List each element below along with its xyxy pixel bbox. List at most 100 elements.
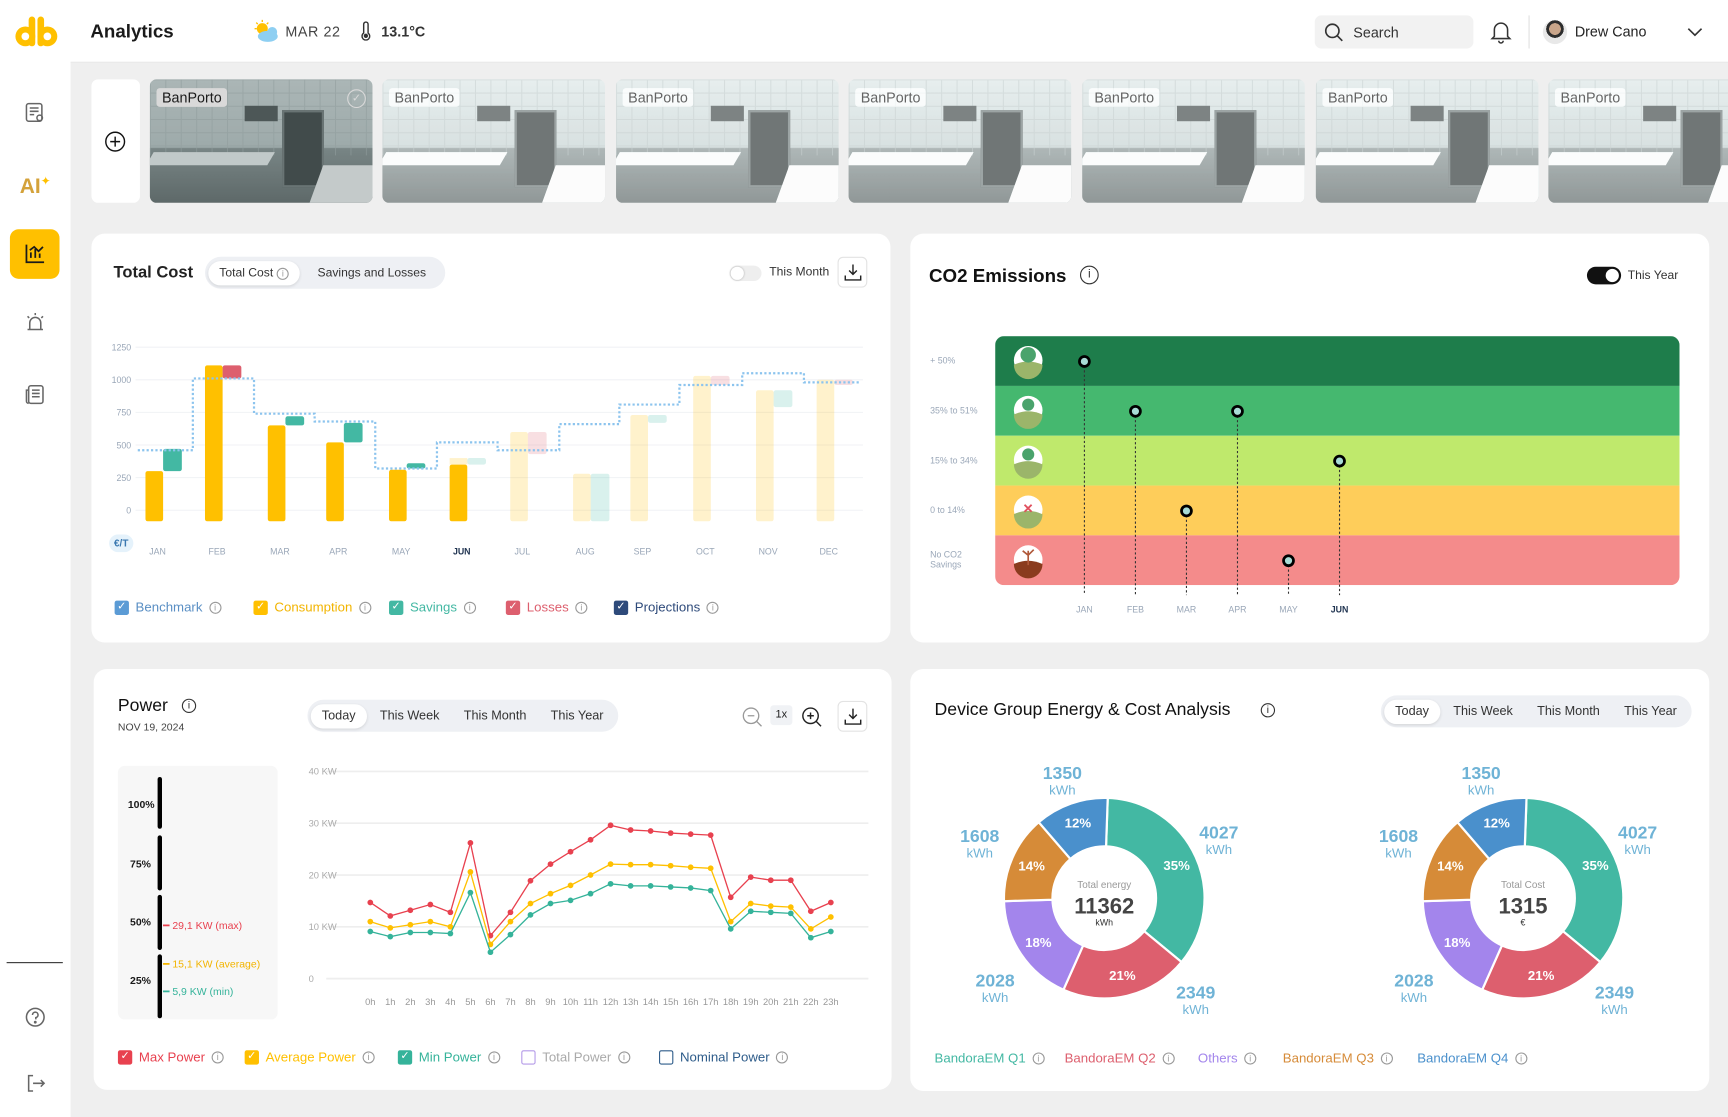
tab-this-week[interactable]: This Week [379, 709, 440, 723]
power-card: Power i NOV 19, 2024 Today This Week Thi… [93, 668, 892, 1090]
zoom-in-icon[interactable] [801, 706, 823, 734]
legend-item[interactable]: ✓ Losses i [505, 600, 588, 615]
info-icon[interactable]: i [776, 1050, 789, 1063]
x-tick-label: MAY [1279, 605, 1298, 615]
camera-thumbnail[interactable]: BanPorto [1548, 79, 1728, 203]
legend-item[interactable]: BandoraEM Q2 i [1064, 1050, 1175, 1066]
checkbox-checked[interactable]: ✓ [253, 600, 268, 615]
info-icon[interactable]: i [1380, 1051, 1393, 1065]
camera-thumbnail[interactable]: BanPorto [1315, 79, 1539, 203]
analytics-nav-button[interactable] [9, 229, 60, 279]
bell-icon[interactable] [1490, 20, 1512, 50]
legend-item[interactable]: Nominal Power i [659, 1049, 789, 1065]
user-name[interactable]: Drew Cano [1574, 23, 1647, 40]
tab-this-week[interactable]: This Week [1453, 704, 1513, 718]
logo[interactable] [13, 13, 59, 50]
tab-savings-losses[interactable]: Savings and Losses [317, 266, 427, 280]
info-icon[interactable]: i [463, 601, 476, 614]
report-view-icon[interactable] [20, 97, 51, 128]
y-tick-label: 0 [126, 506, 131, 516]
tab-today[interactable]: Today [310, 703, 367, 728]
tab-this-year[interactable]: This Year [550, 709, 604, 723]
checkbox-checked[interactable]: ✓ [114, 600, 129, 615]
checkbox-checked[interactable]: ✓ [117, 1049, 133, 1065]
help-icon[interactable] [20, 1002, 51, 1033]
data-point [547, 890, 554, 897]
data-point [707, 832, 714, 839]
legend-item[interactable]: BandoraEM Q3 i [1283, 1050, 1393, 1066]
zoom-out-icon[interactable] [742, 706, 764, 734]
info-icon[interactable]: i [575, 601, 588, 614]
logout-icon[interactable] [20, 1068, 51, 1099]
legend-item[interactable]: ✓ Consumption i [253, 600, 372, 615]
info-icon[interactable]: i [362, 1050, 375, 1063]
info-icon[interactable]: i [1079, 265, 1099, 285]
data-point [647, 828, 654, 834]
legend-item[interactable]: ✓ Benchmark i [114, 600, 222, 615]
checkbox-unchecked[interactable] [659, 1049, 674, 1065]
slice-unit-label: kWh [982, 990, 1008, 1005]
info-icon[interactable]: i [1514, 1051, 1528, 1065]
alarm-icon[interactable] [20, 307, 51, 338]
camera-thumbnail[interactable]: BanPorto [1082, 79, 1305, 203]
document-icon[interactable] [20, 379, 51, 410]
camera-thumbnail[interactable]: BanPorto [382, 79, 606, 203]
download-button[interactable] [837, 700, 868, 732]
tab-this-year[interactable]: This Year [1624, 704, 1677, 718]
checkbox-checked[interactable]: ✓ [244, 1049, 259, 1065]
add-camera-button[interactable] [91, 79, 140, 203]
camera-label: BanPorto [622, 88, 694, 107]
download-button[interactable] [837, 256, 868, 288]
checkbox-checked[interactable]: ✓ [505, 600, 521, 615]
tree-crown-icon [1022, 398, 1035, 411]
info-icon[interactable]: i [1162, 1051, 1175, 1065]
legend-item[interactable]: Others i [1198, 1050, 1257, 1066]
slice-value-label: 2349 [1176, 982, 1215, 1002]
this-year-toggle[interactable] [1586, 266, 1622, 285]
checkbox-checked[interactable]: ✓ [613, 600, 629, 615]
info-icon[interactable]: i [706, 601, 719, 614]
camera-thumbnail[interactable]: BanPorto [616, 79, 839, 203]
legend-item[interactable]: BandoraEM Q4 i [1417, 1050, 1528, 1066]
chevron-down-icon[interactable] [1686, 23, 1704, 43]
consumption-bar [145, 471, 164, 522]
checkbox-checked[interactable]: ✓ [397, 1049, 413, 1065]
ai-icon[interactable]: AI ✦ [19, 174, 51, 199]
legend-item[interactable]: BandoraEM Q1 i [935, 1050, 1045, 1066]
camera-thumbnail[interactable]: BanPorto [848, 79, 1072, 203]
power-chart: 0 10 KW 20 KW 30 KW 40 KW 0h 1h 2h 3h 4h 5h 6h 7h 8h 9… [309, 767, 869, 1007]
y-tick-label: 0 [309, 974, 314, 984]
tab-this-month[interactable]: This Month [1537, 704, 1600, 718]
info-icon[interactable]: i [1244, 1051, 1257, 1065]
info-icon[interactable]: i [211, 1050, 224, 1063]
legend-item[interactable]: ✓ Average Power i [244, 1049, 375, 1065]
info-icon[interactable]: i [181, 698, 197, 714]
legend-item[interactable]: ✓ Savings i [389, 600, 476, 615]
sidebar: AI ✦ [0, 0, 71, 1117]
legend-item[interactable]: ✓ Max Power i [117, 1049, 224, 1065]
gauge-min-marker: ━ 5,9 KW (min) [163, 986, 234, 999]
info-icon[interactable]: i [358, 601, 372, 614]
slice-value-label: 4027 [1618, 823, 1657, 843]
legend-label: BandoraEM Q2 [1064, 1050, 1156, 1066]
tab-this-month[interactable]: This Month [463, 709, 527, 723]
y-tick-label: 1000 [112, 375, 132, 385]
info-icon[interactable]: i [276, 267, 289, 280]
tab-total-cost[interactable]: Total Cost i [208, 260, 300, 285]
info-icon[interactable]: i [487, 1050, 500, 1063]
info-icon[interactable]: i [1260, 703, 1276, 718]
savings-bar [343, 422, 363, 443]
checkbox-checked[interactable]: ✓ [389, 600, 404, 615]
info-icon[interactable]: i [209, 601, 222, 614]
legend-item[interactable]: ✓ Min Power i [397, 1049, 500, 1065]
tab-today[interactable]: Today [1384, 699, 1441, 724]
camera-thumbnail[interactable]: BanPorto ✓ [149, 79, 373, 203]
avatar[interactable] [1542, 19, 1568, 45]
checkbox-unchecked[interactable] [521, 1049, 536, 1065]
info-icon[interactable]: i [617, 1050, 631, 1063]
search-input[interactable]: Search [1314, 15, 1474, 49]
legend-item[interactable]: ✓ Projections i [613, 600, 719, 615]
info-icon[interactable]: i [1032, 1051, 1045, 1065]
legend-item[interactable]: Total Power i [521, 1049, 631, 1065]
this-month-toggle[interactable] [729, 265, 762, 282]
